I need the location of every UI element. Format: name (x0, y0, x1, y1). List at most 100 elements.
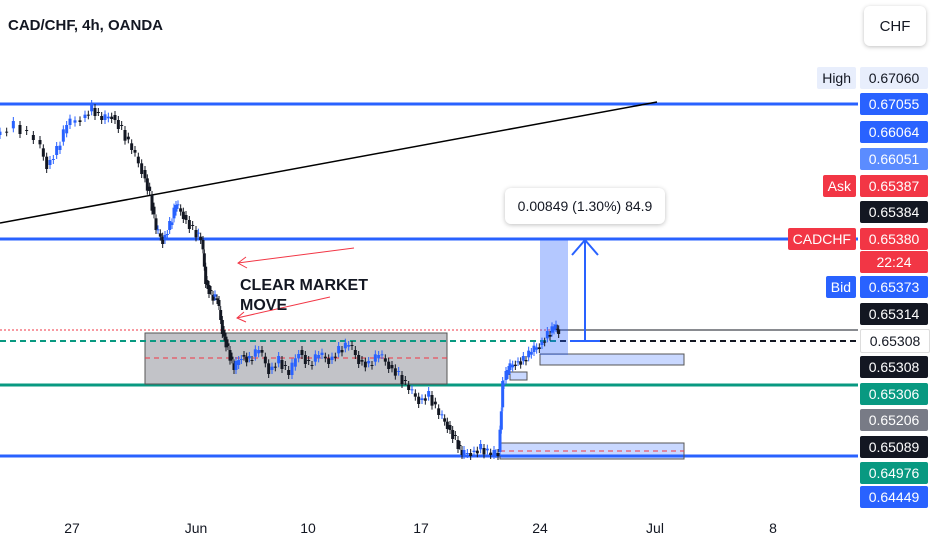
price-tag-bid: Bid (825, 276, 856, 298)
candle-body (337, 346, 341, 354)
trend-line[interactable] (0, 101, 658, 224)
candle-body (199, 236, 203, 240)
price-label: 0.64976 (860, 462, 928, 484)
candle-body (387, 361, 391, 369)
candle-body (397, 371, 401, 372)
projection-box[interactable] (540, 240, 568, 355)
candle-body (207, 285, 211, 294)
candle-body (161, 236, 165, 244)
candle-body (373, 354, 377, 362)
candle-body (529, 352, 533, 355)
candle-body (222, 330, 226, 337)
time-tick: Jun (184, 520, 208, 536)
price-label: 0.65314 (860, 303, 928, 325)
candle-body (280, 360, 284, 369)
candle-body (213, 294, 217, 297)
candle-body (521, 356, 525, 361)
candle-body (390, 365, 394, 369)
candle-body (460, 450, 464, 455)
candle-body (68, 118, 72, 125)
price-label: 0.65308 (860, 356, 928, 378)
price-label: 0.65387 (860, 175, 928, 197)
candle-body (217, 300, 221, 306)
candle-body (313, 354, 317, 362)
candle-body (181, 211, 185, 219)
candle-body (501, 381, 505, 408)
candle-body (303, 355, 307, 364)
time-tick: 8 (769, 520, 777, 536)
time-tick: 17 (413, 520, 429, 536)
candle-body (219, 310, 223, 320)
candle-body (496, 453, 500, 456)
candle-body (537, 347, 541, 349)
candle-body (250, 360, 254, 361)
candle-body (120, 125, 124, 126)
candle-body (148, 186, 152, 191)
candle-body (320, 352, 324, 355)
candle-body (0, 131, 2, 135)
candle-body (55, 146, 59, 155)
bar-countdown: 22:24 (860, 251, 928, 273)
red-arrow-top (237, 247, 355, 264)
candle-body (220, 320, 224, 334)
price-label: 0.67060 (860, 67, 928, 89)
candle-body (287, 370, 291, 375)
candle-body (93, 108, 97, 116)
candle-body (130, 143, 134, 150)
candle-body (555, 328, 559, 330)
candle-body (310, 365, 314, 366)
candle-body (116, 120, 120, 129)
candle-body (65, 125, 69, 134)
demand-box-upper[interactable] (539, 353, 685, 366)
candles[interactable] (0, 100, 561, 460)
currency-button[interactable]: CHF (864, 6, 926, 46)
price-tag-cadchf: CADCHF (787, 228, 856, 250)
candle-body (96, 112, 100, 113)
candle-body (202, 253, 206, 267)
candle-body (380, 354, 384, 356)
candle-body (458, 445, 462, 446)
price-label: 0.64449 (860, 486, 928, 508)
candle-body (527, 350, 531, 358)
candle-body (453, 435, 457, 436)
candle-body (513, 364, 517, 366)
candle-body (317, 355, 321, 359)
candle-body (330, 356, 334, 360)
candle-body (327, 358, 331, 364)
candle-body (293, 358, 297, 367)
candle-body (548, 335, 552, 337)
time-tick: Jul (646, 520, 664, 536)
demand-box-small[interactable] (509, 371, 528, 381)
candle-body (535, 347, 539, 350)
candle-body (469, 453, 473, 456)
candle-body (347, 345, 351, 347)
candle-body (48, 160, 52, 165)
candle-body (133, 150, 137, 153)
candle-body (400, 375, 404, 384)
candle-body (383, 358, 387, 362)
candle-body (323, 356, 327, 359)
candle-body (205, 280, 209, 285)
candle-body (211, 295, 215, 301)
candle-body (333, 356, 337, 358)
candle-body (357, 355, 361, 364)
candle-body (73, 120, 77, 123)
candle-body (370, 365, 374, 366)
annotation-line-1: CLEAR MARKET (240, 277, 368, 294)
candle-body (403, 380, 407, 381)
candle-body (363, 361, 367, 368)
candle-body (25, 130, 29, 131)
candle-body (163, 235, 167, 240)
candle-body (508, 363, 512, 370)
measure-tooltip: 0.00849 (1.30%) 84.9 (505, 188, 665, 224)
candle-body (393, 368, 397, 376)
time-tick: 27 (64, 520, 80, 536)
candle-body (106, 116, 110, 119)
candle-body (263, 356, 267, 364)
price-label: 0.65308 (860, 329, 930, 353)
candle-body (367, 361, 371, 364)
time-tick: 24 (532, 520, 548, 536)
candle-body (360, 360, 364, 362)
candle-body (445, 421, 449, 429)
